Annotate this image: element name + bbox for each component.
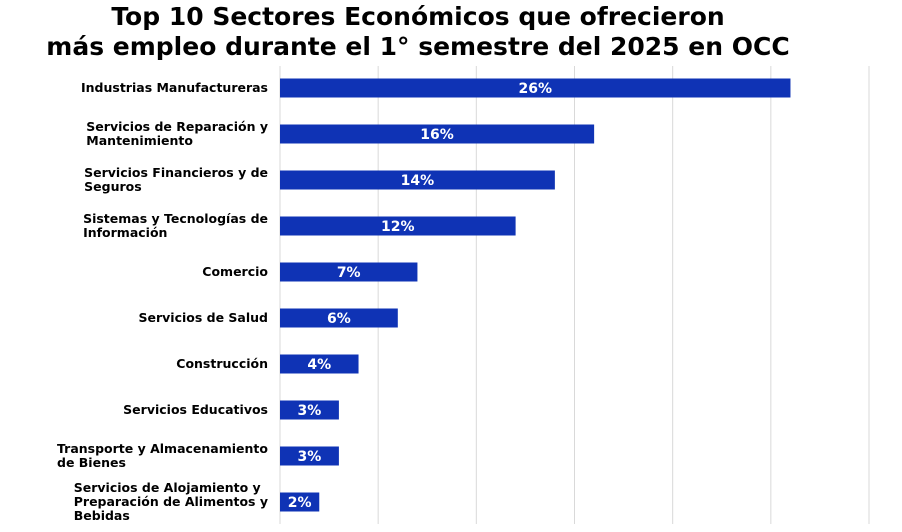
chart-title: Top 10 Sectores Económicos que ofreciero… xyxy=(46,2,790,61)
bar xyxy=(280,446,339,466)
category-label: Servicios de Salud xyxy=(139,310,269,325)
bars: 26% 16% 14% 12% 7% 6% 4% 3% 3% 2% xyxy=(280,78,791,512)
bar xyxy=(280,216,516,236)
data-label: 6% xyxy=(327,311,351,327)
category-label: Sistemas y Tecnologías de Información xyxy=(83,211,268,240)
data-label: 16% xyxy=(420,127,454,143)
category-labels: Industrias Manufactureras Servicios de Re… xyxy=(57,80,268,523)
category-label: Transporte y Almacenamiento de Bienes xyxy=(57,441,268,470)
data-label: 7% xyxy=(337,265,361,281)
category-label: Servicios de Reparación y Mantenimiento xyxy=(86,119,268,148)
bar xyxy=(280,78,791,98)
data-label: 4% xyxy=(307,357,331,373)
bar xyxy=(280,308,398,328)
data-label: 26% xyxy=(518,81,552,97)
bar xyxy=(280,124,595,144)
data-label: 3% xyxy=(298,403,322,419)
bar xyxy=(280,170,555,190)
data-label: 14% xyxy=(401,173,435,189)
category-label: Servicios Financieros y de Seguros xyxy=(84,165,268,194)
data-label: 2% xyxy=(288,495,312,511)
bar xyxy=(280,262,418,282)
bar xyxy=(280,492,320,512)
bar xyxy=(280,354,359,374)
category-label: Servicios Educativos xyxy=(123,402,268,417)
bar xyxy=(280,400,339,420)
category-label: Industrias Manufactureras xyxy=(81,80,268,95)
category-label: Construcción xyxy=(176,356,268,371)
data-label: 3% xyxy=(298,449,322,465)
data-label: 12% xyxy=(381,219,415,235)
category-label: Comercio xyxy=(202,264,268,279)
category-label: Servicios de Alojamiento y Preparación de… xyxy=(74,480,268,523)
